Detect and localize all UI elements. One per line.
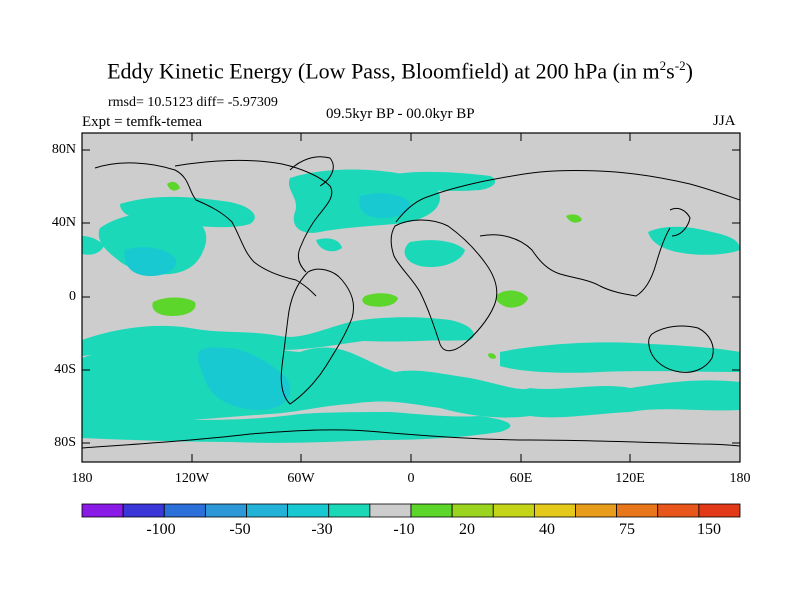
colorbar-label: -30 bbox=[311, 521, 333, 538]
colorbar-segment bbox=[616, 503, 659, 518]
y-tick-label: 0 bbox=[69, 289, 76, 304]
season-label: JJA bbox=[713, 113, 736, 129]
x-tick-label: 0 bbox=[407, 471, 415, 486]
y-tick-label: 40N bbox=[51, 215, 76, 230]
y-tick-label: 80N bbox=[51, 142, 76, 157]
colorbar-label: 20 bbox=[459, 521, 475, 538]
colorbar-segment bbox=[246, 503, 289, 518]
indian-ocean-anomaly bbox=[500, 342, 740, 373]
colorbar-label: -50 bbox=[229, 521, 251, 538]
north-america-coast bbox=[94, 162, 317, 297]
aleutian-anomaly bbox=[120, 196, 255, 228]
indian-positive-anomaly bbox=[488, 353, 496, 359]
west-pacific-anomaly bbox=[648, 226, 740, 255]
colorbar-segment bbox=[698, 503, 741, 518]
colorbar-segment bbox=[163, 503, 206, 518]
plot-title: Eddy Kinetic Energy (Low Pass, Bloomfiel… bbox=[107, 58, 693, 84]
colorbar-segment bbox=[575, 503, 618, 518]
colorbar-label: 75 bbox=[619, 521, 635, 538]
coastlines bbox=[82, 156, 740, 449]
south-america-coast bbox=[280, 268, 355, 405]
asia-south-coast bbox=[479, 227, 671, 297]
antarctica-coast bbox=[82, 429, 740, 449]
africa-positive-anomaly bbox=[496, 290, 528, 308]
canada-coast bbox=[174, 159, 333, 273]
north-pacific-strong-anomaly bbox=[124, 247, 177, 276]
x-tick-label: 180 bbox=[71, 471, 93, 486]
caribbean-anomaly bbox=[316, 238, 342, 252]
colorbar-segment bbox=[410, 503, 453, 518]
labrador-anomaly bbox=[300, 173, 335, 190]
greenland-coast bbox=[289, 156, 334, 187]
subtropical-atlantic-anomaly bbox=[404, 240, 465, 268]
colorbar-segment bbox=[492, 503, 535, 518]
colorbar-segment bbox=[657, 503, 700, 518]
stats-label: rmsd= 10.5123 diff= -5.97309 bbox=[108, 95, 278, 110]
anomaly-fields bbox=[82, 169, 740, 443]
japan-coast bbox=[669, 207, 691, 237]
pacific-positive-anomaly bbox=[152, 297, 196, 316]
colorbar-label: 150 bbox=[697, 521, 721, 538]
colorbar-segment bbox=[328, 503, 371, 518]
colorbar-segment bbox=[122, 503, 165, 518]
colorbar-label: 40 bbox=[539, 521, 555, 538]
x-tick-label: 180 bbox=[729, 471, 751, 486]
west-edge-anomaly bbox=[82, 236, 104, 255]
colorbar-segment bbox=[81, 503, 124, 518]
eurasia-north-coast bbox=[395, 170, 740, 223]
period-label: 09.5kyr BP - 00.0kyr BP bbox=[326, 106, 475, 122]
alaska-positive-anomaly bbox=[167, 181, 180, 191]
colorbar-segment bbox=[369, 503, 412, 518]
colorbar-segment bbox=[533, 503, 576, 518]
experiment-label: Expt = temfk-temea bbox=[82, 114, 203, 130]
axis-ticks bbox=[81, 133, 741, 462]
colorbar-label: -100 bbox=[146, 521, 176, 538]
north-atlantic-strong-anomaly bbox=[359, 193, 411, 218]
africa-coast bbox=[390, 219, 498, 352]
nordic-anomaly bbox=[393, 171, 496, 191]
atlantic-positive-anomaly bbox=[362, 293, 398, 307]
x-tick-label: 120E bbox=[615, 471, 645, 486]
colorbar bbox=[81, 503, 741, 518]
asia-positive-anomaly bbox=[566, 214, 582, 223]
australia-coast bbox=[648, 325, 714, 373]
y-tick-label: 80S bbox=[54, 435, 76, 450]
colorbar-segment bbox=[451, 503, 494, 518]
south-atlantic-anomaly bbox=[340, 324, 452, 342]
colorbar-segment bbox=[287, 503, 330, 518]
y-tick-label: 40S bbox=[54, 362, 76, 377]
x-tick-label: 60E bbox=[509, 471, 533, 486]
colorbar-label: -10 bbox=[393, 521, 415, 538]
antarctic-coast-anomaly bbox=[82, 412, 511, 443]
colorbar-segment bbox=[204, 503, 247, 518]
x-tick-label: 120W bbox=[174, 471, 210, 486]
x-tick-label: 60W bbox=[287, 471, 315, 486]
south-pacific-strong-anomaly bbox=[197, 346, 291, 410]
